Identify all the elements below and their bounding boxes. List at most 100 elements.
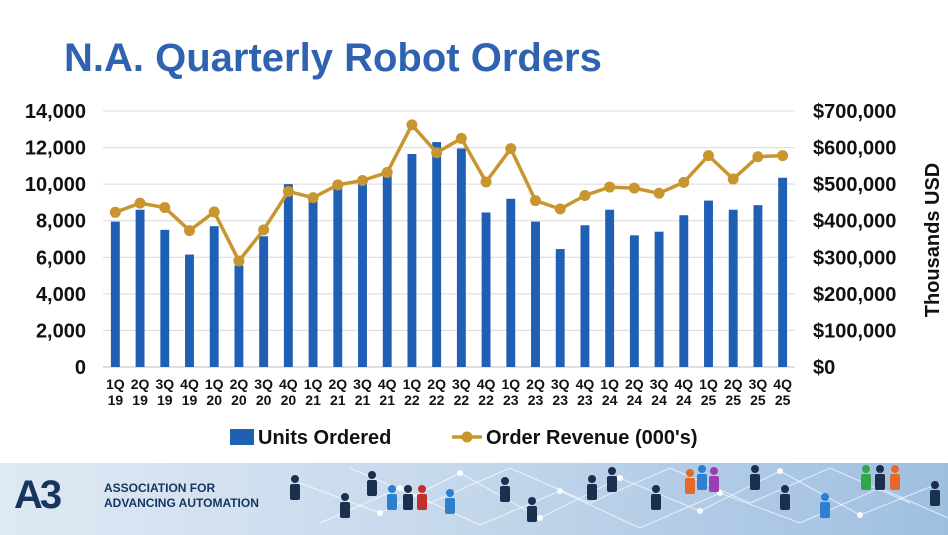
- person-figure-head: [876, 465, 884, 473]
- x-tick-label: 4Q 19: [180, 376, 199, 408]
- y-right-tick-label: $100,000: [813, 320, 896, 342]
- x-tick-label: 2Q 25: [724, 376, 743, 408]
- point-order-revenue: [406, 119, 418, 131]
- x-tick-label: 2Q 23: [526, 376, 545, 408]
- person-figure-body: [890, 474, 900, 490]
- point-order-revenue: [307, 192, 319, 204]
- person-figure-head: [781, 485, 789, 493]
- person-figure-body: [417, 494, 427, 510]
- bar-units-ordered: [580, 225, 590, 367]
- point-order-revenue: [579, 189, 591, 201]
- point-order-revenue: [381, 166, 393, 178]
- y-left-tick-label: 6,000: [36, 247, 86, 269]
- x-tick-label: 4Q 21: [378, 376, 397, 408]
- legend-label-units: Units Ordered: [258, 427, 391, 449]
- person-figure-body: [607, 476, 617, 492]
- bar-units-ordered: [531, 221, 540, 367]
- point-order-revenue: [628, 182, 640, 194]
- x-tick-label: 1Q 20: [205, 376, 224, 408]
- y-axis-right: $0 $100,000 $200,000 $300,000 $400,000 $500,0…: [813, 101, 896, 379]
- y-left-tick-label: 12,000: [25, 138, 86, 160]
- bar-units-ordered: [506, 198, 516, 367]
- person-figure-head: [291, 475, 299, 483]
- x-tick-label: 4Q 20: [279, 376, 298, 408]
- x-tick-label: 4Q 24: [674, 376, 693, 408]
- y-right-tick-label: $600,000: [813, 138, 896, 160]
- x-tick-label: 3Q 21: [353, 376, 372, 408]
- person-figure-head: [710, 467, 718, 475]
- x-tick-label: 4Q 22: [477, 376, 496, 408]
- person-figure-head: [588, 475, 596, 483]
- bar-units-ordered: [629, 235, 639, 367]
- y-axis-left: 0 2,000 4,000 6,000 8,000 10,000 12,000 14,000: [25, 101, 86, 379]
- bar-units-ordered: [135, 209, 145, 367]
- bar-units-ordered: [333, 187, 343, 367]
- x-tick-label: 1Q 22: [403, 376, 422, 408]
- x-tick-label: 2Q 20: [230, 376, 249, 408]
- bar-units-ordered: [234, 265, 244, 367]
- x-tick-label: 2Q 19: [131, 376, 150, 408]
- organization-name: ASSOCIATION FOR ADVANCING AUTOMATION: [104, 481, 259, 511]
- point-order-revenue: [530, 195, 541, 207]
- person-figure-body: [750, 474, 760, 490]
- person-figure-body: [697, 474, 707, 490]
- bar-units-ordered: [160, 229, 170, 367]
- bar-units-ordered: [283, 184, 293, 367]
- legend-label-revenue: Order Revenue (000's): [486, 427, 698, 449]
- bar-units-ordered: [679, 215, 689, 367]
- person-figure-head: [368, 471, 376, 479]
- bar-units-ordered: [185, 254, 194, 367]
- network-people-illustration: [290, 465, 948, 529]
- bar-units-ordered: [654, 231, 664, 367]
- legend-swatch-units: [230, 429, 254, 445]
- person-figure-body: [861, 474, 871, 490]
- person-figure-body: [500, 486, 510, 502]
- legend-marker-revenue: [461, 431, 473, 443]
- y-right-tick-label: $200,000: [813, 284, 896, 306]
- x-tick-label: 2Q 21: [328, 376, 347, 408]
- point-order-revenue: [752, 151, 764, 163]
- person-figure-head: [418, 485, 426, 493]
- person-figure-body: [930, 490, 940, 506]
- bar-units-ordered: [209, 226, 219, 367]
- person-figure-head: [501, 477, 509, 485]
- person-figure-head: [652, 485, 660, 493]
- x-tick-label: 3Q 25: [749, 376, 768, 408]
- y-left-tick-label: 14,000: [25, 101, 86, 123]
- y-right-tick-label: $0: [813, 357, 835, 379]
- a3-logo-icon: A3: [14, 473, 62, 517]
- x-tick-label: 3Q 23: [551, 376, 570, 408]
- point-order-revenue: [159, 202, 171, 214]
- x-tick-label: 3Q 20: [254, 376, 273, 408]
- people-figures: [290, 465, 940, 522]
- y-left-tick-label: 2,000: [36, 320, 86, 342]
- organization-name-line1: ASSOCIATION FOR: [104, 481, 216, 495]
- organization-name-line2: ADVANCING AUTOMATION: [104, 496, 259, 510]
- line-order-revenue: [109, 119, 789, 267]
- x-tick-label: 4Q 23: [576, 376, 595, 408]
- point-order-revenue: [653, 187, 665, 199]
- bars-units-ordered: [110, 142, 788, 367]
- x-tick-label: 4Q 25: [773, 376, 792, 408]
- x-tick-label: 1Q 19: [106, 376, 125, 408]
- person-figure-body: [403, 494, 413, 510]
- y-right-tick-label: $400,000: [813, 211, 896, 233]
- x-tick-label: 2Q 24: [625, 376, 644, 408]
- bar-units-ordered: [358, 183, 367, 367]
- person-figure-body: [651, 494, 661, 510]
- bar-units-ordered: [605, 209, 615, 367]
- point-order-revenue: [258, 224, 270, 236]
- point-order-revenue: [604, 181, 616, 193]
- bar-units-ordered: [110, 221, 120, 367]
- point-order-revenue: [480, 176, 492, 188]
- x-tick-label: 1Q 23: [501, 376, 520, 408]
- x-tick-label: 1Q 21: [304, 376, 323, 408]
- point-order-revenue: [431, 147, 443, 159]
- point-order-revenue: [777, 150, 789, 162]
- x-axis: 1Q 19 2Q 19 3Q 19 4Q 19 1Q 20 2Q 20 3Q 20 4Q 20 1Q 21 2Q 21…: [106, 376, 792, 408]
- person-figure-body: [387, 494, 397, 510]
- person-figure-head: [891, 465, 899, 473]
- person-figure-head: [608, 467, 616, 475]
- person-figure-head: [931, 481, 939, 489]
- person-figure-head: [686, 469, 694, 477]
